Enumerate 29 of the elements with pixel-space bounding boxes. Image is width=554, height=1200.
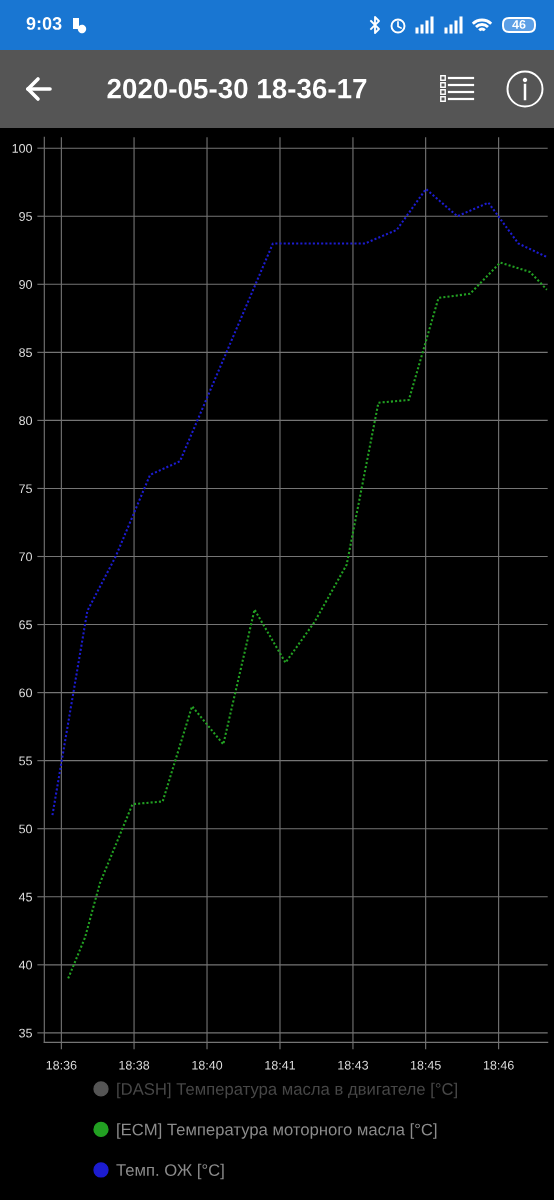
y-tick-label: 70 <box>19 552 33 562</box>
x-tick-label: 18:45 <box>410 1060 441 1070</box>
text: 9:03 <box>26 17 62 30</box>
line-series <box>67 261 548 980</box>
legend-label: [DASH] Температура масла в двигателе [°C] <box>117 1082 457 1099</box>
text: 46 <box>512 20 526 29</box>
legend-label: [ECM] Температура моторного масла [°C] <box>117 1123 437 1139</box>
y-tick-label: 50 <box>19 824 33 834</box>
x-tick-label: 18:43 <box>338 1060 369 1070</box>
line-series <box>51 187 548 817</box>
y-tick-label: 85 <box>19 348 32 357</box>
legend-label: Темп. ОЖ [°C] <box>116 1163 224 1180</box>
y-tick-label: 40 <box>18 960 33 970</box>
y-tick-label: 55 <box>19 756 32 766</box>
x-tick-label: 18:36 <box>46 1060 77 1070</box>
y-tick-label: 90 <box>19 280 33 289</box>
y-tick-label: 65 <box>19 620 32 630</box>
y-tick-label: 60 <box>19 688 33 698</box>
y-tick-label: 75 <box>19 484 32 494</box>
x-tick-label: 18:40 <box>192 1060 223 1070</box>
x-tick-label: 18:38 <box>119 1060 150 1070</box>
y-tick-label: 100 <box>12 143 33 153</box>
y-tick-label: 35 <box>19 1028 32 1038</box>
x-tick-label: 18:46 <box>483 1060 514 1070</box>
y-tick-label: 45 <box>18 892 32 902</box>
x-tick-label: 18:41 <box>265 1060 296 1070</box>
y-tick-label: 80 <box>19 416 33 426</box>
y-tick-label: 95 <box>19 212 32 221</box>
chart-title: 2020-05-30 18-36-17 <box>107 78 367 99</box>
